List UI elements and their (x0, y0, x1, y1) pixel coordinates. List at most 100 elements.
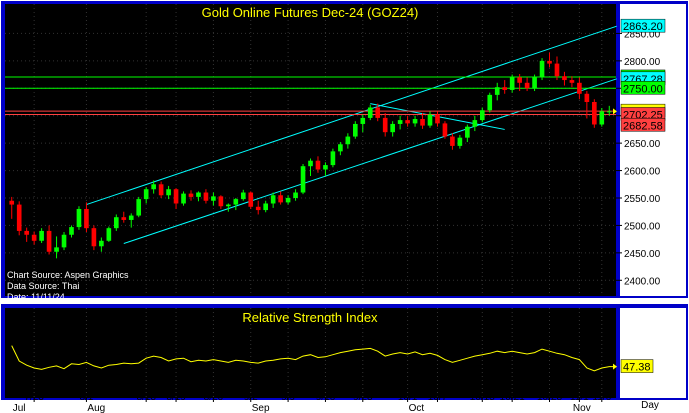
candle-body (293, 192, 298, 198)
price-tick-label: 2600.00 (624, 167, 661, 178)
candle-body (300, 166, 306, 193)
price-tick-label: 2400.00 (624, 276, 661, 287)
candle-body (113, 217, 119, 229)
date-tick-label: 9/2 (244, 392, 258, 403)
price-tick-label: 2800.00 (624, 57, 661, 68)
candle-body (465, 126, 470, 138)
candle-body (203, 192, 209, 201)
candle-body (367, 107, 373, 118)
date-tick-label: 8/1 (79, 392, 93, 403)
candle-body (211, 196, 216, 201)
candle-body (442, 123, 448, 137)
candle-body (315, 160, 321, 170)
candle-body (263, 203, 269, 211)
candle-body (255, 206, 261, 211)
price-axis-area (620, 4, 686, 296)
candle-body (599, 111, 605, 125)
date-tick-label: 8/19 (166, 392, 186, 403)
candle-body (54, 247, 59, 252)
candle-body (158, 184, 164, 196)
candle-body (450, 136, 455, 146)
candle-body (397, 120, 403, 124)
candle-body (592, 102, 597, 125)
candle-body (106, 228, 112, 241)
candle-body (577, 82, 582, 94)
candle-body (188, 193, 194, 197)
date-tick-label: 11/1 (570, 392, 589, 403)
candle-body (128, 215, 134, 220)
candle-body (494, 87, 500, 95)
candle-body (390, 123, 395, 133)
candle-body (606, 111, 612, 113)
candle-body (509, 77, 515, 90)
candle-body (584, 93, 590, 102)
date-tick-label: 11/6 (592, 392, 611, 403)
candle-body (532, 77, 537, 89)
price-tags: 2863.202770.672767.282750.002708.302702.… (613, 18, 666, 374)
candle-body (240, 192, 246, 200)
candle-body (248, 192, 254, 207)
source-line-1: Chart Source: Aspen Graphics (7, 270, 129, 280)
candle-body (345, 136, 351, 145)
date-tick-label: 10/28 (537, 392, 562, 403)
candle-body (524, 82, 530, 89)
candle-body (382, 117, 388, 133)
candle-body (278, 195, 283, 203)
candle-body (554, 63, 560, 77)
price-tag-box (620, 81, 666, 95)
date-tick-label: 9/9 (281, 392, 295, 403)
candle-body (91, 228, 97, 247)
candle-body (285, 198, 291, 203)
last-price-marker (613, 108, 617, 115)
candle-body (84, 208, 89, 229)
channel-trendline (123, 78, 617, 245)
rsi-line-group (11, 345, 617, 372)
source-line-2: Data Source: Thai (7, 281, 79, 291)
price-tick-label: 2450.00 (624, 249, 661, 260)
candle-body (24, 230, 29, 235)
candle-body (233, 199, 239, 205)
candle-body (517, 77, 522, 83)
date-tick-label: 10/21 (500, 392, 525, 403)
candle-body (308, 160, 313, 167)
candle-body (479, 110, 485, 121)
candle-body (412, 119, 418, 124)
price-tag-box (620, 18, 666, 33)
gridlines (5, 4, 616, 398)
candle-body (547, 60, 552, 64)
channel-trendline (86, 25, 617, 206)
price-tick-label: 2500.00 (624, 221, 661, 232)
date-tick-label: 10/1 (398, 392, 418, 403)
candle-body (502, 87, 508, 90)
candle-body (9, 200, 15, 205)
candle-body (323, 165, 328, 170)
date-axis: 7/23 8/1 8/13 8/19 8/26 9/2 9/9 9/16 9/23 10/1 10/… (13, 392, 612, 413)
date-tick-label: 9/23 (353, 392, 373, 403)
rsi-axis-area (620, 308, 686, 398)
price-tick-label: 2550.00 (624, 194, 661, 205)
candle-body (46, 230, 52, 252)
candle-body (420, 119, 425, 126)
price-plot-area (5, 4, 616, 296)
candle-body (16, 204, 22, 231)
rsi-plot-area (5, 308, 616, 398)
candlesticks (9, 52, 612, 259)
candle-body (143, 189, 149, 200)
candle-body (61, 234, 67, 248)
chart-title: Gold Online Futures Dec-24 (GOZ24) (202, 5, 419, 20)
candle-body (69, 227, 74, 235)
candle-body (39, 230, 44, 241)
price-tick-label: 2650.00 (624, 139, 661, 150)
price-tag-label: 2863.20 (623, 21, 663, 33)
price-tag-box (620, 118, 666, 132)
candle-body (427, 114, 433, 126)
rsi-last-marker (613, 363, 617, 370)
candle-body (435, 114, 440, 124)
candle-body (226, 204, 231, 207)
candle-body (472, 120, 478, 127)
candle-body (76, 208, 82, 228)
candle-body (218, 196, 224, 207)
candle-body (457, 137, 463, 146)
date-tick-label: 10/7 (428, 392, 448, 403)
